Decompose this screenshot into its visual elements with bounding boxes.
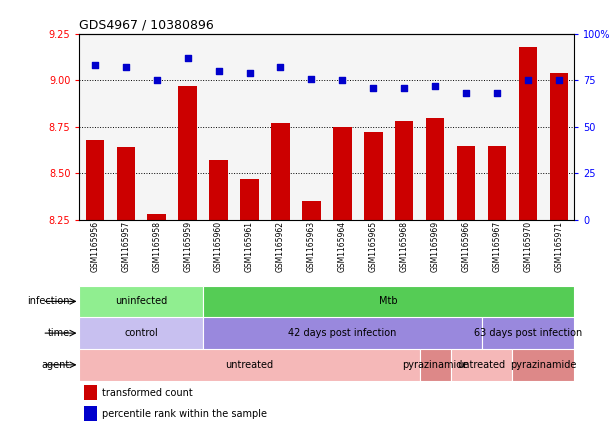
Point xyxy=(461,90,471,97)
Point xyxy=(276,64,285,71)
Bar xyxy=(333,127,352,220)
Bar xyxy=(364,132,382,220)
Text: 63 days post infection: 63 days post infection xyxy=(474,328,582,338)
Bar xyxy=(203,286,574,317)
Bar xyxy=(84,406,97,421)
Bar xyxy=(271,123,290,220)
Bar xyxy=(481,317,574,349)
Point xyxy=(400,85,409,91)
Bar xyxy=(519,47,537,220)
Text: transformed count: transformed count xyxy=(101,387,192,398)
Bar xyxy=(457,146,475,220)
Bar xyxy=(488,146,507,220)
Text: time: time xyxy=(48,328,70,338)
Bar xyxy=(79,349,420,381)
Point xyxy=(183,55,192,61)
Point xyxy=(90,62,100,69)
Bar xyxy=(395,121,414,220)
Point xyxy=(121,64,131,71)
Point xyxy=(337,77,347,84)
Point xyxy=(430,82,440,89)
Point xyxy=(152,77,162,84)
Bar xyxy=(84,385,97,400)
Text: uninfected: uninfected xyxy=(115,297,167,306)
Bar xyxy=(79,317,203,349)
Bar xyxy=(203,317,481,349)
Bar xyxy=(117,147,135,220)
Bar xyxy=(302,201,321,220)
Point xyxy=(554,77,564,84)
Text: pyrazinamide: pyrazinamide xyxy=(510,360,577,370)
Text: untreated: untreated xyxy=(458,360,506,370)
Bar xyxy=(451,349,513,381)
Text: infection: infection xyxy=(27,297,70,306)
Point xyxy=(244,69,254,76)
Bar xyxy=(240,179,259,220)
Text: control: control xyxy=(125,328,158,338)
Bar xyxy=(86,140,104,220)
Bar xyxy=(147,214,166,220)
Text: Mtb: Mtb xyxy=(379,297,398,306)
Bar xyxy=(79,286,203,317)
Bar xyxy=(513,349,574,381)
Point xyxy=(523,77,533,84)
Point xyxy=(368,85,378,91)
Text: agent: agent xyxy=(42,360,70,370)
Text: GDS4967 / 10380896: GDS4967 / 10380896 xyxy=(79,18,214,31)
Text: 42 days post infection: 42 days post infection xyxy=(288,328,397,338)
Bar xyxy=(210,160,228,220)
Point xyxy=(492,90,502,97)
Point xyxy=(307,75,316,82)
Point xyxy=(214,68,224,74)
Bar xyxy=(420,349,451,381)
Bar xyxy=(426,118,444,220)
Text: untreated: untreated xyxy=(225,360,274,370)
Text: percentile rank within the sample: percentile rank within the sample xyxy=(101,409,266,419)
Text: pyrazinamide: pyrazinamide xyxy=(402,360,469,370)
Bar xyxy=(550,73,568,220)
Bar xyxy=(178,86,197,220)
